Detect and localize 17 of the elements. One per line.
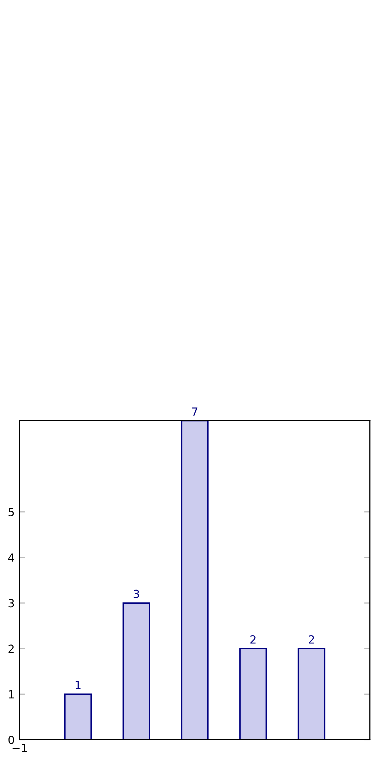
y-tick-label: 3 (8, 599, 14, 608)
y-tick-label: 0 (8, 736, 14, 744)
data-label: 1 (76, 681, 81, 690)
y-tick-label: 2 (8, 644, 14, 654)
y-tick-label: 5 (8, 508, 14, 516)
data-label: 7 (192, 408, 198, 416)
bar (298, 648, 326, 740)
data-label: 3 (134, 590, 140, 598)
y-tick-label: 4 (8, 554, 14, 562)
bar (240, 648, 268, 740)
bar (181, 420, 209, 740)
bar (64, 694, 92, 740)
text: −1 (12, 744, 28, 752)
bar (122, 602, 150, 740)
data-label: 2 (250, 636, 256, 644)
data-label: 2 (309, 636, 314, 644)
y-tick-label: 1 (9, 690, 14, 699)
